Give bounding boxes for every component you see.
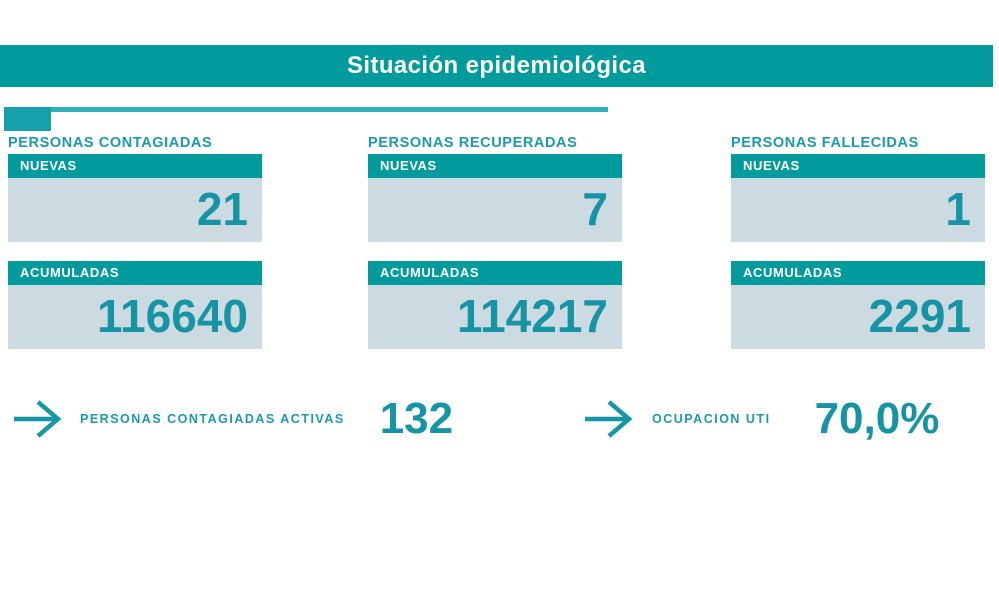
stat-card: ACUMULADAS 114217 [368,261,622,349]
stat-card: NUEVAS 21 [8,154,262,242]
column-title: PERSONAS FALLECIDAS [731,135,919,151]
indicator-active-cases: PERSONAS CONTAGIADAS ACTIVAS 132 [12,393,453,445]
stat-card: NUEVAS 7 [368,154,622,242]
column-title: PERSONAS RECUPERADAS [368,135,578,151]
right-arrow-icon [12,397,62,441]
right-arrow-icon [583,397,633,441]
card-value: 114217 [368,285,622,349]
stat-card: NUEVAS 1 [731,154,985,242]
indicator-value: 70,0% [814,394,940,443]
card-label: NUEVAS [8,154,262,178]
card-label: ACUMULADAS [8,261,262,285]
indicator-value: 132 [379,394,454,443]
accent-square [4,107,51,131]
column-title: PERSONAS CONTAGIADAS [8,135,213,151]
card-value: 1 [731,178,985,242]
indicator-label: OCUPACION UTI [652,412,771,426]
card-label: NUEVAS [368,154,622,178]
indicator-icu-occupancy: OCUPACION UTI 70,0% [583,393,939,445]
card-value: 21 [8,178,262,242]
card-value: 116640 [8,285,262,349]
accent-line [4,107,608,112]
card-label: ACUMULADAS [368,261,622,285]
page-title: Situación epidemiológica [0,45,993,87]
stat-column-fallecidas: PERSONAS FALLECIDAS NUEVAS 1 ACUMULADAS … [731,135,985,349]
indicator-label: PERSONAS CONTAGIADAS ACTIVAS [80,412,345,426]
card-label: NUEVAS [731,154,985,178]
stat-column-contagiadas: PERSONAS CONTAGIADAS NUEVAS 21 ACUMULADA… [8,135,262,349]
card-label: ACUMULADAS [731,261,985,285]
card-value: 2291 [731,285,985,349]
stat-card: ACUMULADAS 2291 [731,261,985,349]
stat-card: ACUMULADAS 116640 [8,261,262,349]
stat-column-recuperadas: PERSONAS RECUPERADAS NUEVAS 7 ACUMULADAS… [368,135,622,349]
card-value: 7 [368,178,622,242]
